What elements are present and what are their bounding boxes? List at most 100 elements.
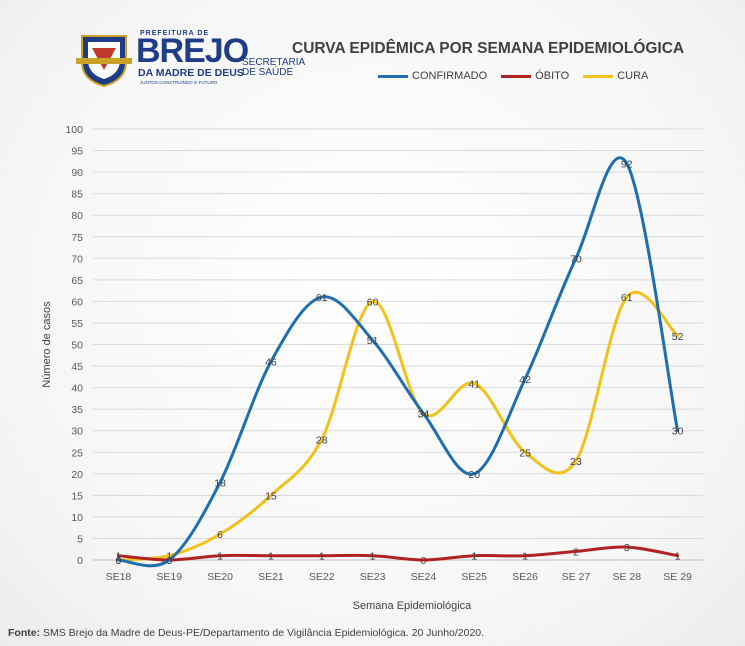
data-label: 61 <box>621 292 633 304</box>
data-label: 46 <box>265 357 277 369</box>
data-label: 1 <box>319 551 325 563</box>
brejo-logo: PREFEITURA DE BREJO DA MADRE DE DEUS JUN… <box>74 28 305 90</box>
logo-secretaria-text: SECRETARIA DE SAÚDE <box>242 57 306 78</box>
legend-label-confirmado: CONFIRMADO <box>412 70 488 82</box>
data-label: 25 <box>519 447 531 459</box>
data-label: 1 <box>217 551 223 563</box>
x-tick-label: SE23 <box>360 571 386 583</box>
x-tick-label: SE26 <box>512 571 538 583</box>
series-lines <box>116 156 680 568</box>
source-label: Fonte: <box>8 627 41 639</box>
logo-prefeitura-text: PREFEITURA DE <box>140 30 210 37</box>
y-tick-label: 25 <box>71 447 83 459</box>
legend-swatch-confirmado <box>378 74 408 78</box>
x-axis-title: Semana Epidemiológica <box>353 600 473 612</box>
y-tick-label: 5 <box>77 533 83 545</box>
data-label: 1 <box>675 551 681 563</box>
source-note: Fonte: SMS Brejo da Madre de Deus-PE/Dep… <box>8 627 484 639</box>
data-label: 30 <box>672 426 684 438</box>
x-tick-label: SE 28 <box>612 571 641 583</box>
series-line-óbito <box>116 545 680 562</box>
x-tick-label: SE21 <box>258 571 284 583</box>
y-tick-label: 60 <box>71 296 83 308</box>
y-tick-label: 15 <box>71 490 83 502</box>
y-tick-label: 75 <box>71 232 83 244</box>
data-label: 3 <box>624 542 630 554</box>
data-label: 0 <box>166 555 172 567</box>
y-tick-label: 85 <box>71 189 83 201</box>
data-label: 34 <box>418 408 430 420</box>
data-label: 15 <box>265 490 277 502</box>
data-label: 92 <box>621 158 633 170</box>
series-line-cura <box>116 291 680 562</box>
legend-swatch-cura <box>583 74 614 78</box>
legend-item-confirmado: CONFIRMADO <box>378 70 487 82</box>
y-tick-label: 30 <box>71 426 83 438</box>
x-tick-label: SE24 <box>411 571 437 583</box>
x-axis-ticks: SE18 SE19 SE20 SE21 SE22 SE23 SE24 SE25 SE26 SE 2… <box>106 571 692 583</box>
legend-label-obito: ÓBITO <box>535 70 570 82</box>
data-label: 0 <box>115 555 121 567</box>
x-tick-label: SE18 <box>106 571 132 583</box>
data-label: 41 <box>468 378 480 390</box>
y-tick-label: 20 <box>71 469 83 481</box>
data-label: 1 <box>522 551 528 563</box>
data-label: 51 <box>367 335 379 347</box>
x-tick-label: SE25 <box>461 571 487 583</box>
logo-secretaria-line2: DE SAÚDE <box>242 67 294 78</box>
data-label: 52 <box>672 331 684 343</box>
x-tick-label: SE 29 <box>663 571 692 583</box>
brejo-coat-of-arms-icon <box>76 35 132 88</box>
x-tick-label: SE 27 <box>562 571 591 583</box>
data-label: 1 <box>471 551 477 563</box>
x-tick-label: SE22 <box>309 571 335 583</box>
data-label: 34 <box>418 408 430 420</box>
y-tick-label: 50 <box>71 340 83 352</box>
data-label: 20 <box>468 469 480 481</box>
data-label: 1 <box>370 551 376 563</box>
chart-title: CURVA EPIDÊMICA POR SEMANA EPIDEMIOLÓGIC… <box>292 40 685 57</box>
y-tick-label: 40 <box>71 383 83 395</box>
data-label: 42 <box>519 374 531 386</box>
data-label: 18 <box>214 477 226 489</box>
y-tick-label: 70 <box>71 253 83 265</box>
data-label: 60 <box>367 296 379 308</box>
y-tick-label: 95 <box>71 146 83 158</box>
data-label: 70 <box>570 253 582 265</box>
legend-label-cura: CURA <box>617 70 649 82</box>
legend-item-cura: CURA <box>583 70 648 82</box>
data-label: 1 <box>268 551 274 563</box>
data-label: 6 <box>217 529 223 541</box>
logo-secretaria-line1: SECRETARIA <box>242 57 306 68</box>
y-tick-label: 55 <box>71 318 83 330</box>
data-label: 61 <box>316 292 328 304</box>
y-tick-label: 65 <box>71 275 83 287</box>
chart-legend: CONFIRMADO ÓBITO CURA <box>378 70 662 82</box>
data-label: 28 <box>316 434 328 446</box>
y-tick-label: 10 <box>71 512 83 524</box>
source-text: SMS Brejo da Madre de Deus-PE/Departamen… <box>40 627 485 639</box>
y-axis-title: Número de casos <box>41 301 53 388</box>
data-label: 1 <box>166 551 172 563</box>
y-tick-label: 100 <box>65 124 83 136</box>
x-tick-label: SE20 <box>207 571 233 583</box>
data-label: 1 <box>115 551 121 563</box>
data-label: 2 <box>573 546 579 558</box>
y-tick-label: 45 <box>71 361 83 373</box>
logo-brejo-text: BREJO <box>136 32 249 70</box>
x-tick-label: SE19 <box>156 571 182 583</box>
y-tick-label: 80 <box>71 210 83 222</box>
data-label: 23 <box>570 456 582 468</box>
gridlines <box>93 128 703 561</box>
logo-slogan-text: JUNTOS CONSTRUINDO O FUTURO <box>140 80 218 85</box>
data-label: 0 <box>420 555 426 567</box>
data-label: 0 <box>115 555 121 567</box>
y-tick-label: 35 <box>71 404 83 416</box>
y-tick-label: 0 <box>77 555 83 567</box>
series-line-confirmado <box>116 156 680 568</box>
legend-item-obito: ÓBITO <box>501 70 569 82</box>
logo-madre-text: DA MADRE DE DEUS <box>138 67 244 79</box>
